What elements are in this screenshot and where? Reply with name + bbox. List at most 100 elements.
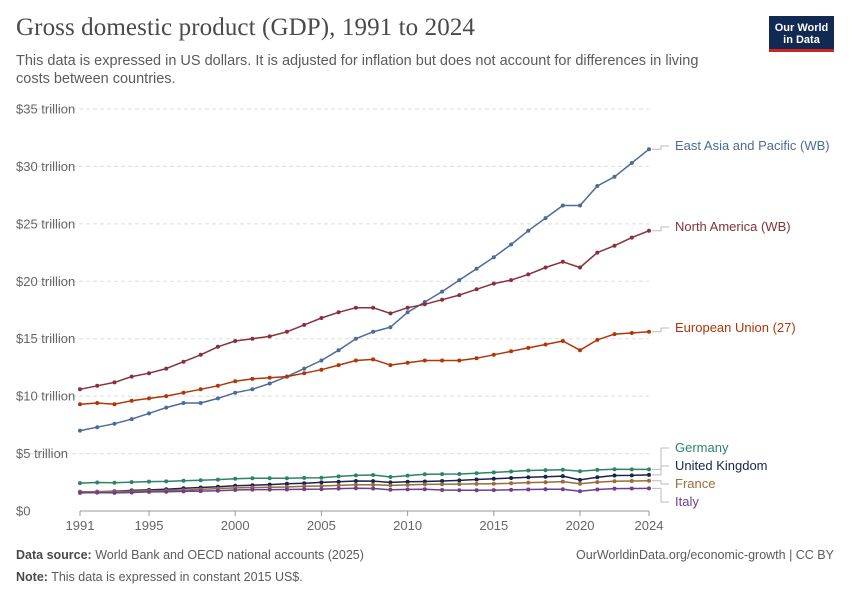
- data-point: [198, 489, 203, 494]
- data-point: [422, 302, 427, 307]
- data-point: [164, 366, 169, 371]
- x-tick-label: 1991: [66, 518, 95, 533]
- data-point: [112, 421, 117, 426]
- label-connector: [652, 327, 669, 333]
- label-connector: [652, 145, 669, 150]
- data-point: [526, 272, 531, 277]
- series-labels: East Asia and Pacific (WB) North America …: [652, 138, 830, 509]
- data-point: [543, 265, 548, 270]
- data-point: [647, 228, 651, 233]
- owid-logo[interactable]: Our World in Data: [769, 16, 834, 52]
- data-point: [319, 487, 324, 492]
- data-point: [595, 480, 600, 485]
- source-url[interactable]: OurWorldinData.org/economic-growth | CC …: [576, 548, 834, 562]
- source-label: Data source:: [16, 548, 92, 562]
- data-point: [595, 475, 600, 480]
- data-point: [267, 334, 272, 339]
- data-point: [578, 489, 582, 494]
- data-point: [612, 479, 617, 484]
- y-tick-label: $25 trillion: [16, 216, 75, 231]
- data-point: [147, 396, 151, 401]
- data-point: [233, 488, 238, 492]
- data-source: Data source: World Bank and OECD nationa…: [16, 548, 364, 562]
- data-point: [198, 401, 203, 405]
- data-point: [198, 352, 203, 357]
- data-point: [233, 379, 238, 384]
- label-connector: [652, 226, 669, 232]
- data-point: [181, 390, 186, 395]
- data-point: [612, 174, 617, 179]
- x-tick-label: 2020: [566, 518, 595, 533]
- data-point: [78, 387, 82, 392]
- series-line-east-asia-and-pacific-wb: [79, 148, 650, 432]
- data-point: [595, 184, 600, 188]
- data-point: [95, 490, 100, 495]
- note-label: Note:: [16, 570, 48, 584]
- data-point: [526, 475, 531, 480]
- data-point: [371, 473, 376, 477]
- data-point: [129, 480, 134, 485]
- series-line-france: [79, 479, 650, 493]
- data-point: [612, 467, 617, 472]
- data-point: [422, 358, 427, 363]
- data-point: [353, 473, 358, 478]
- data-point: [302, 371, 307, 376]
- series-line-germany: [79, 468, 649, 484]
- data-note: Note: This data is expressed in constant…: [16, 570, 303, 584]
- data-point: [353, 358, 358, 363]
- data-point: [422, 487, 427, 492]
- data-point: [95, 401, 100, 405]
- data-point: [302, 487, 307, 492]
- data-point: [405, 305, 410, 310]
- series-label-east-asia-and-pacific-wb: East Asia and Pacific (WB): [675, 138, 830, 153]
- data-point: [250, 487, 255, 492]
- data-point: [319, 367, 324, 372]
- data-point: [181, 478, 186, 483]
- data-point: [526, 480, 531, 485]
- data-point: [147, 479, 151, 484]
- data-point: [112, 380, 117, 385]
- label-connector: [652, 447, 669, 470]
- y-tick-label: $20 trillion: [16, 274, 75, 289]
- chart-subtitle: This data is expressed in US dollars. It…: [16, 53, 699, 87]
- data-point: [336, 363, 341, 368]
- data-point: [560, 487, 565, 492]
- data-point: [612, 243, 617, 248]
- data-point: [509, 481, 514, 486]
- data-point: [215, 396, 220, 401]
- data-point: [388, 487, 393, 492]
- data-point: [629, 486, 634, 491]
- data-point: [129, 374, 134, 379]
- data-point: [543, 468, 548, 473]
- y-tick-label: $10 trillion: [16, 389, 75, 404]
- data-point: [233, 339, 238, 343]
- data-point: [595, 487, 600, 492]
- data-point: [543, 474, 548, 479]
- data-point: [491, 488, 496, 493]
- data-point: [647, 467, 651, 472]
- data-point: [267, 381, 272, 386]
- data-point: [422, 479, 427, 484]
- data-point: [474, 471, 479, 476]
- data-point: [405, 360, 410, 365]
- source-text[interactable]: World Bank and OECD national accounts (2…: [95, 548, 364, 562]
- data-point: [526, 228, 531, 233]
- data-point: [78, 402, 82, 407]
- data-point: [629, 467, 634, 472]
- data-point: [629, 331, 634, 335]
- data-point: [215, 477, 220, 482]
- data-point: [629, 161, 634, 165]
- data-point: [474, 266, 479, 271]
- data-point: [595, 337, 600, 342]
- data-point: [319, 484, 324, 488]
- data-point: [198, 387, 203, 392]
- data-point: [388, 363, 393, 368]
- series-lines: [78, 147, 651, 495]
- data-point: [233, 390, 238, 395]
- series-label-italy: Italy: [675, 494, 699, 509]
- data-point: [388, 325, 393, 330]
- data-point: [578, 348, 582, 353]
- data-point: [284, 481, 289, 486]
- data-point: [267, 487, 272, 492]
- y-tick-label: $0: [16, 504, 30, 519]
